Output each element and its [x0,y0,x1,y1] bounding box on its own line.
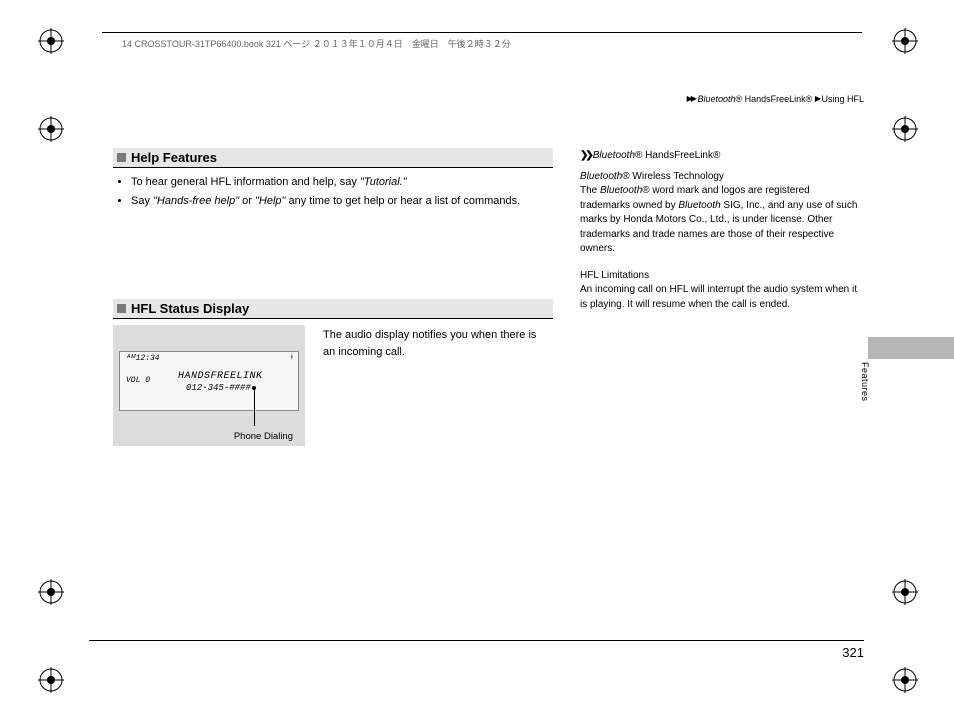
breadcrumb-part: Bluetooth [697,94,735,104]
list-item: To hear general HFL information and help… [131,174,553,191]
section-header-hfl: HFL Status Display [113,299,553,319]
square-bullet-icon [117,153,126,162]
help-bullets: To hear general HFL information and help… [117,174,553,209]
text: To hear general HFL information and help… [131,176,360,188]
section-tab-label: Features [860,362,870,402]
bluetooth-icon: ᚼ [290,354,294,362]
text: ® HandsFreeLink® [635,150,720,161]
lcd-volume: VOL 0 [126,376,150,385]
text-italic: "Hands-free help" [153,195,239,207]
callout-line [254,388,255,426]
header-rule [102,32,862,33]
text: any time to get help or hear a list of c… [285,195,520,207]
lcd-time: ᴬᴹ12:34 [126,354,160,363]
lcd-main-text: HANDSFREELINK [178,371,263,382]
breadcrumb: ▶▶ Bluetooth® HandsFreeLink® ▶ Using HFL [687,94,864,104]
double-chevron-icon: ❯❯ [580,149,591,164]
footer-rule [89,640,864,641]
text: The [580,185,600,196]
text-italic: "Tutorial." [360,176,407,188]
sidebar-subtitle: HFL Limitations [580,270,649,281]
display-illustration: ᴬᴹ12:34 ᚼ VOL 0 HANDSFREELINK 012-345-##… [113,325,305,446]
header-meta: 14 CROSSTOUR-31TP66400.book 321 ページ ２０１３… [122,37,511,50]
text: An incoming call on HFL will interrupt t… [580,284,857,310]
regmark [38,28,64,54]
section-title: Help Features [131,150,217,165]
text-italic: "Help" [255,195,285,207]
breadcrumb-part: Using HFL [821,94,864,104]
sidebar-paragraph: Bluetooth® Wireless Technology The Bluet… [580,170,860,257]
sidebar-heading: ❯❯Bluetooth® HandsFreeLink® [580,149,860,164]
page-number: 321 [842,645,864,660]
text: ® Wireless Technology [622,171,724,182]
phone-dialing-label: Phone Dialing [119,431,299,442]
section-title: HFL Status Display [131,301,249,316]
lcd-screen: ᴬᴹ12:34 ᚼ VOL 0 HANDSFREELINK 012-345-##… [119,351,299,411]
text-italic: Bluetooth [600,185,642,196]
regmark [892,579,918,605]
regmark [38,579,64,605]
sidebar-paragraph: HFL Limitations An incoming call on HFL … [580,269,860,313]
text: Say [131,195,153,207]
text-italic: Bluetooth [678,200,720,211]
display-description: The audio display notifies you when ther… [323,327,548,360]
regmark [892,116,918,142]
square-bullet-icon [117,304,126,313]
regmark [38,667,64,693]
list-item: Say "Hands-free help" or "Help" any time… [131,193,553,210]
breadcrumb-part: ® HandsFreeLink® [736,94,813,104]
regmark [892,28,918,54]
section-tab-bg [868,337,954,359]
sidebar-notes: ❯❯Bluetooth® HandsFreeLink® Bluetooth® W… [580,149,860,324]
text-italic: Bluetooth [593,150,635,161]
regmark [892,667,918,693]
section-header-help: Help Features [113,148,553,168]
text: or [239,195,255,207]
chevron-icon: ▶▶ [687,94,695,103]
lcd-number: 012-345-#### [186,383,251,393]
regmark [38,116,64,142]
text-italic: Bluetooth [580,171,622,182]
chevron-icon: ▶ [815,94,819,103]
